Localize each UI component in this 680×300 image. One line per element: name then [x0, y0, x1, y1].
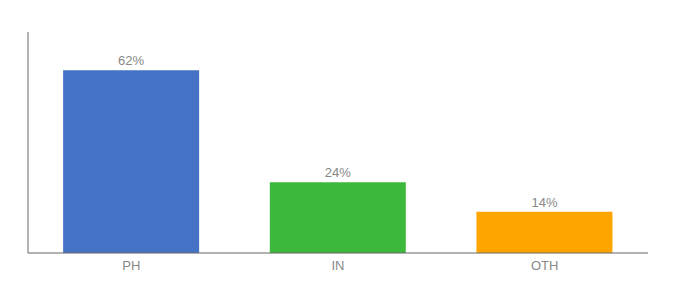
svg-text:IN: IN — [332, 258, 345, 273]
svg-text:62%: 62% — [118, 53, 144, 68]
svg-text:24%: 24% — [325, 165, 351, 180]
svg-text:14%: 14% — [531, 195, 557, 210]
svg-text:PH: PH — [122, 258, 140, 273]
svg-text:OTH: OTH — [531, 258, 558, 273]
